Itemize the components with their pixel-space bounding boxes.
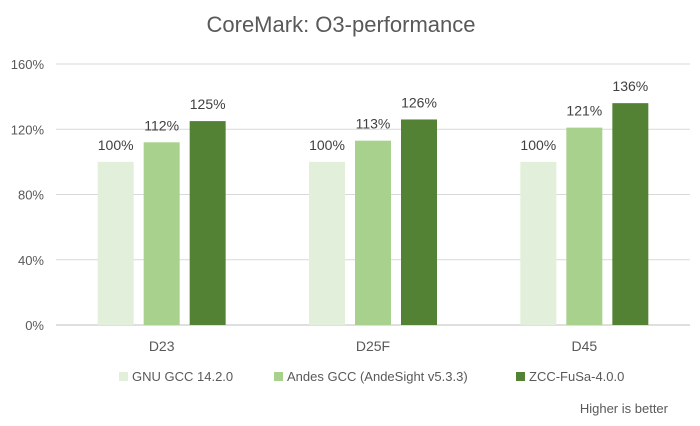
legend-swatch	[274, 372, 283, 381]
annotation-higher-is-better: Higher is better	[580, 401, 669, 416]
x-tick-label: D23	[149, 338, 175, 354]
data-label: 100%	[520, 137, 556, 153]
data-label: 112%	[144, 117, 179, 133]
bar-d23-series-0	[97, 161, 134, 325]
chart-title: CoreMark: O3-performance	[207, 12, 476, 37]
bar-d25f-series-2	[401, 119, 437, 326]
bar-d45-series-2	[612, 103, 649, 326]
data-label: 121%	[566, 103, 602, 119]
legend-label: GNU GCC 14.2.0	[132, 369, 233, 384]
x-tick-label: D45	[571, 338, 597, 354]
legend-label: ZCC-FuSa-4.0.0	[529, 369, 624, 384]
data-label: 136%	[612, 78, 648, 94]
bar-d25f-series-1	[355, 140, 391, 325]
y-tick-label: 120%	[11, 122, 45, 137]
bar-d25f-series-0	[309, 161, 345, 325]
bars: 100% 112% 125% 100% 113% 126% 100% 121% 136%	[97, 78, 649, 326]
x-axis: D23 D25F D45	[149, 338, 598, 354]
x-tick-label: D25F	[356, 338, 390, 354]
bar-d45-series-0	[520, 161, 557, 325]
legend-label: Andes GCC (AndeSight v5.3.3)	[287, 369, 468, 384]
data-label: 100%	[309, 137, 345, 153]
bar-d23-series-1	[143, 142, 180, 325]
data-label: 100%	[98, 137, 134, 153]
bar-d45-series-1	[566, 127, 603, 326]
data-label: 126%	[401, 94, 437, 110]
data-label: 125%	[190, 96, 226, 112]
data-label: 113%	[356, 116, 391, 132]
y-tick-label: 80%	[18, 188, 44, 203]
y-tick-label: 40%	[18, 253, 44, 268]
bar-d23-series-2	[189, 121, 226, 325]
y-tick-label: 0%	[25, 318, 44, 333]
legend-swatch	[119, 372, 128, 381]
legend: GNU GCC 14.2.0 Andes GCC (AndeSight v5.3.…	[119, 369, 624, 384]
y-axis: 0% 40% 80% 120% 160%	[11, 57, 45, 333]
y-tick-label: 160%	[11, 57, 45, 72]
legend-swatch	[516, 372, 525, 381]
